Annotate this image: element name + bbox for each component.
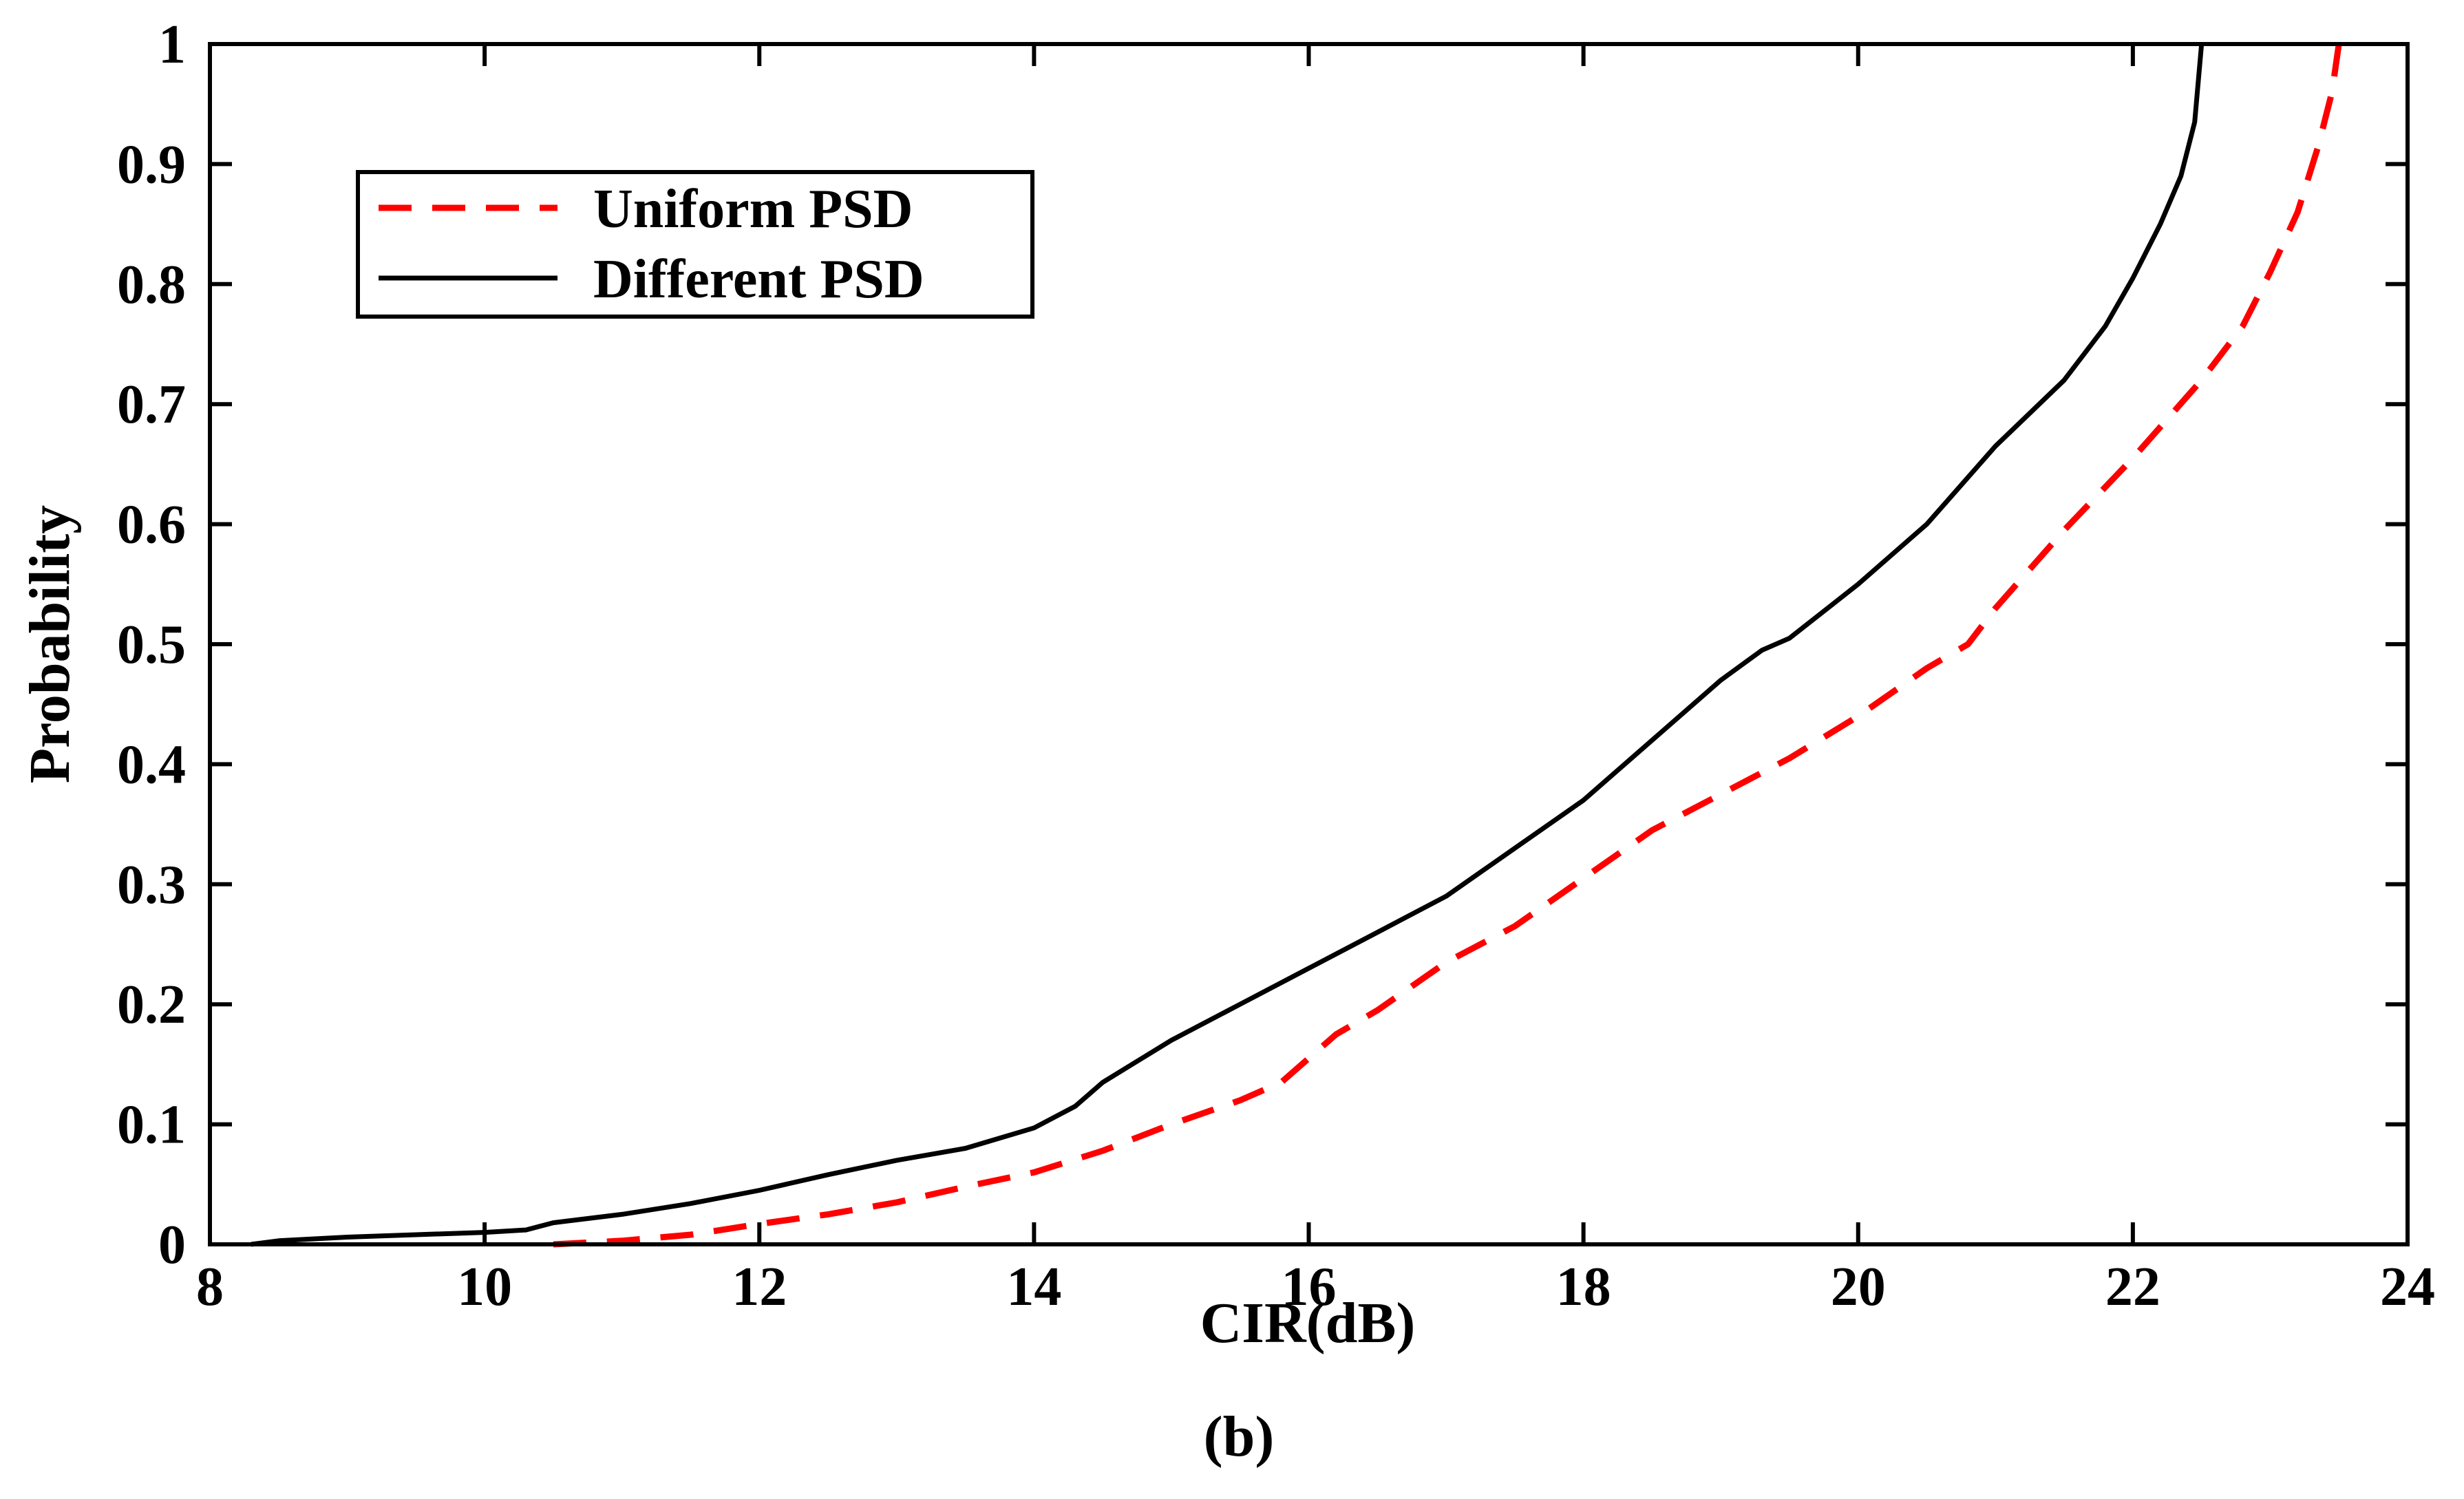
series-line-uniform-psd [553,43,2342,1248]
x-tick-label: 24 [2380,1257,2435,1317]
y-tick-label: 0.3 [117,855,186,915]
y-tick-label: 0.9 [117,134,186,195]
series-line-different-psd [251,43,2205,1247]
y-tick-label: 0.4 [117,734,186,795]
y-tick-label: 1 [158,14,186,75]
y-tick-label: 0.5 [117,615,186,675]
x-tick-label: 10 [457,1257,512,1317]
y-tick-label: 0.2 [117,975,186,1035]
tick-layer: 8 10 12 14 16 18 20 22 24 0 0.1 0.2 0.3 0.4 0.5 0.6 0.7 0… [117,14,2435,1317]
figure-caption: (b) [1204,1405,1275,1469]
legend-box [356,170,1034,319]
x-tick-label: 14 [1006,1257,1061,1317]
y-tick-label: 0 [158,1215,186,1275]
x-tick-label: 20 [1831,1257,1886,1317]
legend-label-different-psd: Different PSD [593,249,924,310]
x-axis-label: CIR(dB) [1200,1291,1416,1355]
legend: Uniform PSD Different PSD [356,170,1034,319]
y-axis-label: Probability [18,505,82,784]
series-layer [251,43,2342,1248]
legend-label-uniform-psd: Uniform PSD [593,179,913,240]
x-tick-label: 18 [1556,1257,1611,1317]
x-tick-label: 12 [732,1257,787,1317]
x-tick-label: 8 [196,1257,224,1317]
y-tick-label: 0.1 [117,1095,186,1156]
y-tick-label: 0.8 [117,255,186,315]
x-tick-label: 16 [1282,1257,1337,1317]
y-tick-label: 0.6 [117,495,186,555]
x-tick-label: 22 [2105,1257,2160,1317]
y-tick-label: 0.7 [117,374,186,435]
